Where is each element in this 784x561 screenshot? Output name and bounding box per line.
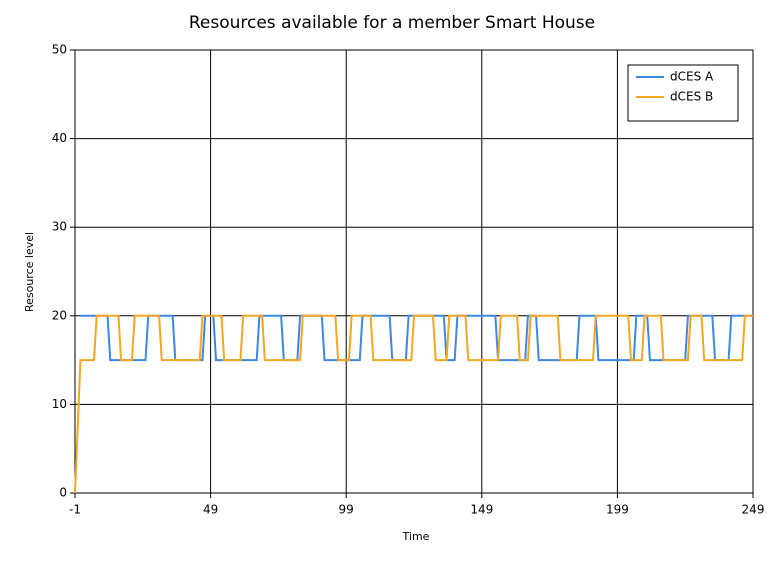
- x-tick-label: -1: [69, 503, 81, 517]
- x-axis-label: Time: [402, 530, 430, 543]
- chart-title: Resources available for a member Smart H…: [189, 13, 595, 33]
- y-tick-label: 50: [52, 43, 67, 57]
- data-line: [80, 314, 753, 362]
- x-tick-label: 249: [742, 503, 765, 517]
- y-tick-label: 0: [59, 486, 67, 500]
- y-tick-label: 20: [52, 308, 67, 322]
- x-tick-label: 199: [606, 503, 629, 517]
- data-line: [74, 314, 753, 494]
- legend-box: [627, 64, 739, 122]
- x-tick-label: 99: [339, 503, 354, 517]
- legend-label: dCES A: [670, 70, 714, 84]
- y-axis-label: Resource level: [23, 232, 36, 312]
- x-tick-label: 49: [203, 503, 218, 517]
- y-tick-label: 10: [52, 397, 67, 411]
- y-tick-label: 40: [52, 131, 67, 145]
- x-tick-label: 149: [470, 503, 493, 517]
- legend-label: dCES B: [670, 90, 713, 104]
- y-tick-label: 30: [52, 220, 67, 234]
